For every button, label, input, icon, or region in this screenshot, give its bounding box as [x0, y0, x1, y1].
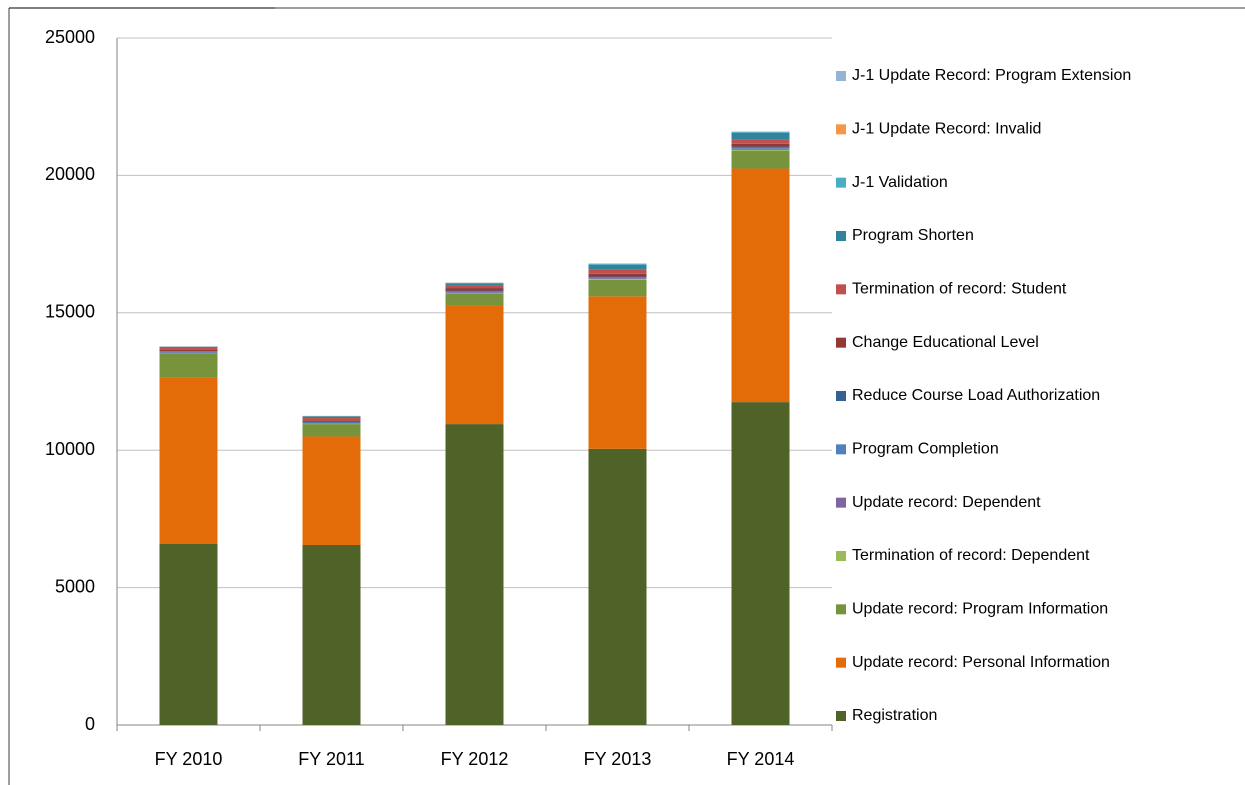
- x-tick-label: FY 2011: [298, 749, 364, 769]
- legend-swatch: [836, 71, 846, 81]
- y-tick-label: 5000: [55, 576, 95, 596]
- x-tick-label: FY 2010: [155, 749, 223, 769]
- bar-segment: [302, 417, 361, 421]
- legend-swatch: [836, 657, 846, 668]
- bar-segment: [445, 305, 504, 425]
- x-tick-label: FY 2013: [584, 749, 652, 769]
- bar-segment: [588, 264, 647, 270]
- legend-label: Update record: Program Information: [852, 601, 1108, 618]
- bar-segment: [731, 139, 790, 144]
- bar-segment: [159, 377, 218, 544]
- legend-label: J-1 Update Record: Invalid: [852, 121, 1041, 138]
- bar-segment: [302, 420, 361, 422]
- legend-label: Reduce Course Load Authorization: [852, 387, 1100, 404]
- bar-segment: [445, 292, 504, 294]
- y-tick-label: 0: [85, 714, 95, 734]
- bar-segment: [731, 402, 790, 725]
- x-tick-label: FY 2012: [441, 749, 509, 769]
- bar-segment: [302, 436, 361, 546]
- legend-swatch: [836, 177, 846, 188]
- y-tick-label: 10000: [45, 439, 95, 459]
- bar-segment: [445, 291, 504, 293]
- legend-swatch: [836, 444, 846, 455]
- bar-segment: [445, 290, 504, 292]
- bar-segment: [159, 351, 218, 353]
- bar-segment: [731, 132, 790, 140]
- legend-label: Update record: Personal Information: [852, 654, 1110, 671]
- bar-segment: [445, 282, 504, 284]
- legend-swatch: [836, 391, 846, 401]
- legend-swatch: [836, 551, 846, 561]
- x-tick-label: FY 2014: [727, 749, 795, 769]
- bar-segment: [731, 146, 790, 148]
- bar-segment: [159, 352, 218, 354]
- bar-segment: [731, 149, 790, 151]
- bar-segment: [159, 354, 218, 378]
- bar-segment: [302, 423, 361, 425]
- bar-segment: [588, 277, 647, 279]
- legend-label: Registration: [852, 707, 937, 724]
- legend-label: Termination of record: Dependent: [852, 547, 1090, 564]
- bar-segment: [588, 279, 647, 297]
- legend-label: J-1 Update Record: Program Extension: [852, 67, 1131, 84]
- bar-segment: [159, 349, 218, 352]
- bar-segment: [445, 424, 504, 725]
- bar-segment: [302, 416, 361, 418]
- bar-segment: [302, 422, 361, 424]
- bar-segment: [588, 263, 647, 265]
- legend-swatch: [836, 231, 846, 241]
- bar-segment: [302, 421, 361, 423]
- bar-segment: [588, 296, 647, 449]
- bar-segment: [588, 278, 647, 280]
- bar-segment: [731, 131, 790, 133]
- bar-segment: [588, 278, 647, 279]
- bar-segment: [159, 543, 218, 725]
- y-tick-label: 20000: [45, 164, 95, 184]
- legend-swatch: [836, 604, 846, 615]
- y-tick-label: 25000: [45, 27, 95, 47]
- legend-swatch: [836, 124, 846, 135]
- bar-segment: [731, 168, 790, 403]
- bar-segment: [445, 293, 504, 294]
- bar-segment: [588, 448, 647, 725]
- legend-label: J-1 Validation: [852, 174, 948, 191]
- bar-segment: [159, 347, 218, 350]
- legend-label: Program Shorten: [852, 227, 974, 244]
- legend-swatch: [836, 284, 846, 295]
- bar-segment: [302, 422, 361, 423]
- legend-label: Update record: Dependent: [852, 494, 1041, 511]
- legend-swatch: [836, 711, 846, 721]
- bar-segment: [731, 148, 790, 150]
- bar-segment: [731, 147, 790, 149]
- legend-label: Change Educational Level: [852, 334, 1039, 351]
- bar-segment: [445, 285, 504, 289]
- bar-segment: [302, 424, 361, 437]
- bar-segment: [731, 143, 790, 147]
- y-tick-label: 15000: [45, 302, 95, 322]
- legend-swatch: [836, 337, 846, 348]
- bar-segment: [588, 273, 647, 277]
- bar-segment: [445, 283, 504, 286]
- bar-segment: [302, 545, 361, 725]
- legend-label: Termination of record: Student: [852, 281, 1067, 298]
- legend-swatch: [836, 497, 846, 508]
- bar-segment: [159, 346, 218, 348]
- bar-segment: [159, 351, 218, 352]
- bar-segment: [588, 276, 647, 278]
- bar-segment: [445, 288, 504, 291]
- bar-segment: [159, 353, 218, 355]
- bar-segment: [588, 269, 647, 274]
- bar-segment: [731, 150, 790, 169]
- bar-segment: [445, 293, 504, 306]
- legend-label: Program Completion: [852, 441, 999, 458]
